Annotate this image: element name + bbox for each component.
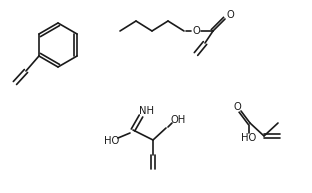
- Text: NH: NH: [139, 106, 154, 116]
- Text: O: O: [226, 10, 234, 20]
- Text: O: O: [233, 102, 241, 112]
- Text: OH: OH: [170, 115, 186, 125]
- Text: HO: HO: [241, 133, 257, 143]
- Text: HO: HO: [105, 136, 119, 146]
- Text: O: O: [192, 26, 200, 36]
